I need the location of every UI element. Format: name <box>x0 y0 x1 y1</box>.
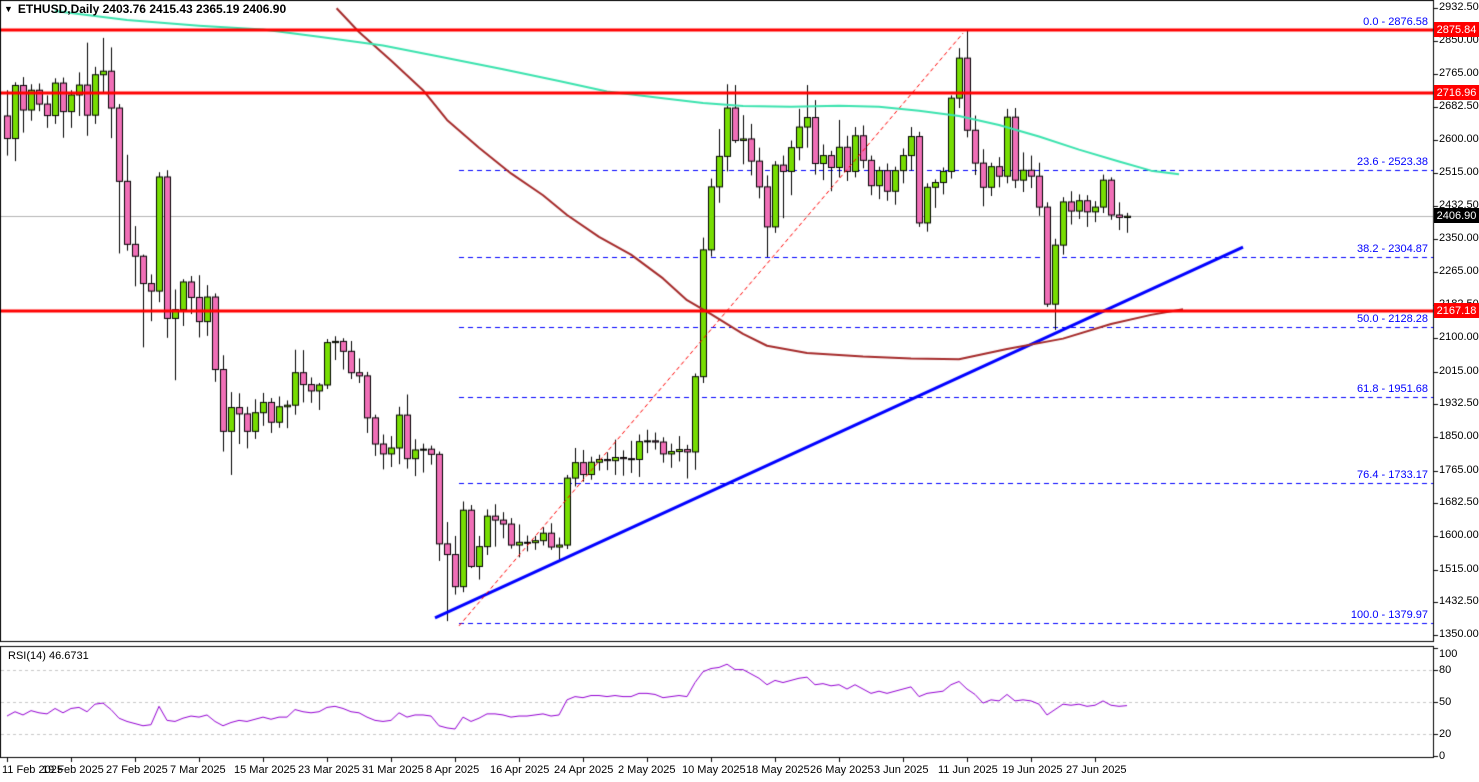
price-axis-label: 2350.00 <box>1439 231 1479 244</box>
price-axis-label: 1765.00 <box>1439 463 1479 476</box>
fibonacci-level-label: 0.0 - 2876.58 <box>1363 16 1428 29</box>
date-axis-label: 27 Feb 2025 <box>106 764 168 776</box>
date-axis-label: 7 Mar 2025 <box>170 764 226 776</box>
rsi-axis-label: 80 <box>1439 663 1452 676</box>
date-axis-label: 27 Jun 2025 <box>1066 764 1127 776</box>
date-axis-label: 16 Apr 2025 <box>490 764 550 776</box>
chart-title-text: ETHUSD,Daily 2403.76 2415.43 2365.19 240… <box>17 2 287 16</box>
fibonacci-level-label: 76.4 - 1733.17 <box>1357 469 1428 482</box>
date-axis-label: 18 May 2025 <box>746 764 810 776</box>
fibonacci-level-label: 50.0 - 2128.28 <box>1357 312 1428 325</box>
price-axis-label: 2265.00 <box>1439 265 1479 278</box>
fibonacci-level-label: 23.6 - 2523.38 <box>1357 156 1428 169</box>
price-axis-label: 1600.00 <box>1439 528 1479 541</box>
date-axis-label: 8 Apr 2025 <box>426 764 480 776</box>
date-axis-label: 11 Jun 2025 <box>938 764 998 776</box>
date-axis-label: 26 May 2025 <box>810 764 874 776</box>
rsi-axis-label: 50 <box>1439 696 1452 708</box>
price-level-box: 2406.90 <box>1434 208 1479 224</box>
price-axis-label: 1682.50 <box>1439 496 1479 509</box>
price-axis-label: 2932.50 <box>1439 1 1479 13</box>
date-axis-label: 19 Jun 2025 <box>1002 764 1063 776</box>
rsi-axis-label: 0 <box>1439 750 1446 762</box>
price-axis-label: 1515.00 <box>1439 562 1479 575</box>
chart-title: ▼ ETHUSD,Daily 2403.76 2415.43 2365.19 2… <box>4 2 286 16</box>
rsi-indicator-label: RSI(14) 46.6731 <box>8 650 89 662</box>
date-axis-label: 19 Feb 2025 <box>42 764 104 776</box>
price-axis-label: 1350.00 <box>1439 628 1479 640</box>
date-axis-label: 24 Apr 2025 <box>554 764 614 776</box>
price-axis-label: 2432.50 <box>1439 199 1479 212</box>
price-axis-label: 1932.50 <box>1439 397 1479 410</box>
price-axis-label: 2515.00 <box>1439 166 1479 179</box>
price-axis-label: 1850.00 <box>1439 429 1479 442</box>
price-level-box: 2716.96 <box>1434 85 1479 101</box>
price-level-box: 2167.18 <box>1434 303 1479 319</box>
date-axis-label: 23 Mar 2025 <box>298 764 360 776</box>
date-axis-label: 11 Feb 2025 <box>2 764 63 776</box>
price-axis-label: 2100.00 <box>1439 330 1479 343</box>
date-axis-label: 15 Mar 2025 <box>234 764 296 776</box>
date-axis-label: 31 Mar 2025 <box>362 764 424 776</box>
fibonacci-level-label: 38.2 - 2304.87 <box>1357 242 1428 255</box>
fibonacci-level-label: 100.0 - 1379.97 <box>1350 609 1428 622</box>
price-level-box: 2875.84 <box>1434 22 1479 38</box>
price-axis-label: 1432.50 <box>1439 595 1479 608</box>
fibonacci-level-label: 61.8 - 1951.68 <box>1357 382 1428 395</box>
price-axis-label: 2600.00 <box>1439 132 1479 145</box>
symbol-dropdown-icon[interactable]: ▼ <box>4 3 13 14</box>
rsi-axis-label: 100 <box>1439 648 1458 660</box>
price-axis-label: 2765.00 <box>1439 67 1479 80</box>
date-axis-label: 10 May 2025 <box>682 764 746 776</box>
price-axis-label: 2682.50 <box>1439 100 1479 113</box>
price-axis-label: 2015.00 <box>1439 364 1479 377</box>
date-axis-label: 2 May 2025 <box>618 764 676 776</box>
date-axis-label: 3 Jun 2025 <box>874 764 929 776</box>
rsi-axis-label: 20 <box>1439 728 1452 741</box>
